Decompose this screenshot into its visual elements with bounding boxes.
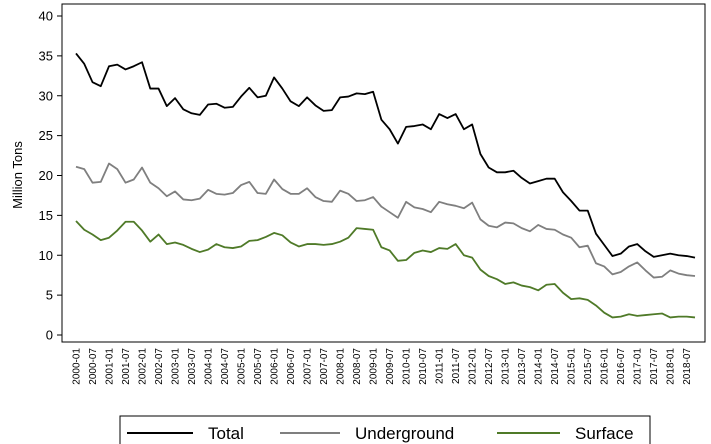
x-tick-label: 2018-01 xyxy=(666,348,677,385)
y-tick-label: 30 xyxy=(39,88,53,103)
x-tick-label: 2004-01 xyxy=(204,348,215,385)
y-tick-label: 35 xyxy=(39,48,53,63)
legend-label: Underground xyxy=(355,424,454,443)
x-tick-label: 2003-01 xyxy=(171,348,182,385)
x-tick-label: 2018-07 xyxy=(682,348,693,385)
y-tick-label: 0 xyxy=(46,328,53,343)
legend-label: Total xyxy=(208,424,244,443)
y-axis-label: Million Tons xyxy=(10,141,25,209)
x-tick-label: 2005-01 xyxy=(237,348,248,385)
x-tick-label: 2001-01 xyxy=(105,348,116,385)
x-tick-label: 2014-01 xyxy=(534,348,545,385)
x-tick-label: 2006-01 xyxy=(270,348,281,385)
x-tick-label: 2005-07 xyxy=(253,348,264,385)
x-tick-label: 2001-07 xyxy=(121,348,132,385)
plot-frame xyxy=(61,3,706,343)
x-tick-label: 2006-07 xyxy=(286,348,297,385)
x-tick-label: 2012-01 xyxy=(468,348,479,385)
x-tick-label: 2002-07 xyxy=(154,348,165,385)
x-tick-label: 2013-07 xyxy=(517,348,528,385)
x-tick-label: 2017-07 xyxy=(649,348,660,385)
x-tick-label: 2017-01 xyxy=(633,348,644,385)
x-tick-label: 2016-07 xyxy=(616,348,627,385)
x-tick-label: 2011-01 xyxy=(435,348,446,384)
legend-box xyxy=(119,415,651,444)
series-line xyxy=(75,220,696,319)
x-tick-label: 2004-07 xyxy=(220,348,231,385)
x-tick-label: 2013-01 xyxy=(501,348,512,385)
legend-label: Surface xyxy=(575,424,634,443)
y-tick-label: 10 xyxy=(39,248,53,263)
x-tick-label: 2012-07 xyxy=(484,348,495,385)
x-tick-label: 2009-07 xyxy=(385,348,396,385)
x-tick-label: 2002-01 xyxy=(138,348,149,385)
y-tick-label: 40 xyxy=(39,9,53,24)
x-tick-label: 2007-07 xyxy=(319,348,330,385)
x-tick-label: 2011-07 xyxy=(451,348,462,384)
x-tick-label: 2007-01 xyxy=(303,348,314,385)
x-tick-label: 2008-01 xyxy=(336,348,347,385)
x-tick-label: 2010-07 xyxy=(418,348,429,385)
x-tick-label: 2000-01 xyxy=(72,348,83,385)
x-tick-label: 2016-01 xyxy=(600,348,611,385)
y-tick-label: 15 xyxy=(39,208,53,223)
x-tick-label: 2000-07 xyxy=(88,348,99,385)
x-tick-label: 2008-07 xyxy=(352,348,363,385)
x-tick-label: 2015-07 xyxy=(583,348,594,385)
y-tick-label: 5 xyxy=(46,288,53,303)
x-tick-label: 2003-07 xyxy=(187,348,198,385)
y-tick-label: 25 xyxy=(39,128,53,143)
x-tick-label: 2015-01 xyxy=(567,348,578,385)
x-tick-label: 2009-01 xyxy=(369,348,380,385)
series-line xyxy=(75,162,696,279)
x-tick-label: 2010-01 xyxy=(402,348,413,385)
x-tick-label: 2014-07 xyxy=(550,348,561,385)
series-line xyxy=(75,52,696,259)
y-tick-label: 20 xyxy=(39,168,53,183)
